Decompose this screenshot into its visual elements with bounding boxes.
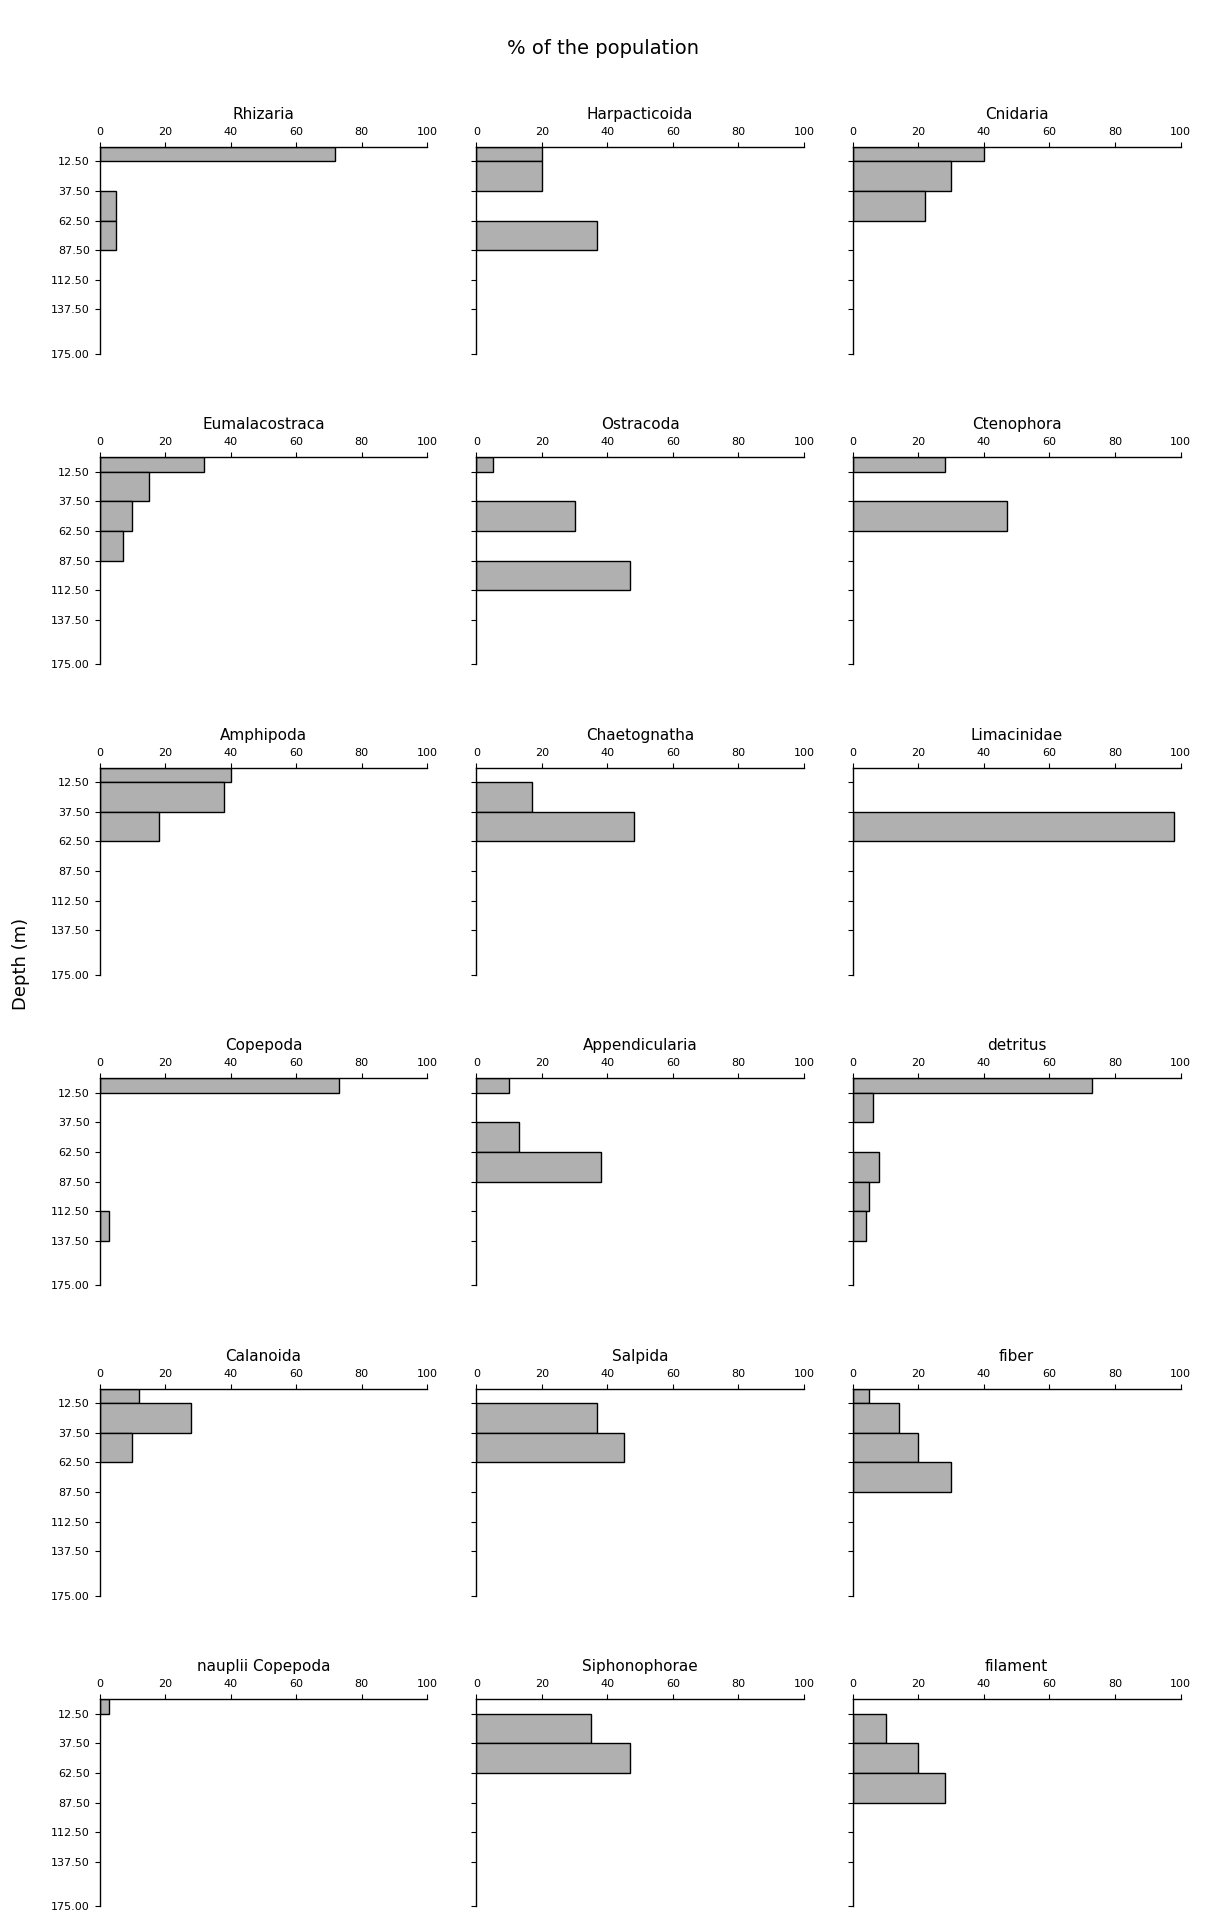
Bar — [853, 1434, 919, 1463]
Bar — [853, 811, 1173, 842]
Title: Harpacticoida: Harpacticoida — [587, 106, 693, 121]
Bar — [476, 1122, 519, 1152]
Bar — [476, 561, 631, 590]
Title: filament: filament — [985, 1659, 1048, 1675]
Title: Salpida: Salpida — [611, 1349, 668, 1364]
Title: Chaetognatha: Chaetognatha — [586, 728, 695, 742]
Bar — [853, 146, 984, 162]
Bar — [853, 1463, 952, 1491]
Bar — [100, 767, 230, 782]
Title: Ostracoda: Ostracoda — [601, 418, 679, 432]
Bar — [853, 1713, 885, 1744]
Title: Calanoida: Calanoida — [226, 1349, 302, 1364]
Bar — [100, 782, 224, 811]
Title: Limacinidae: Limacinidae — [971, 728, 1062, 742]
Bar — [476, 162, 541, 191]
Bar — [853, 1152, 879, 1181]
Bar — [100, 1700, 110, 1713]
Text: % of the population: % of the population — [507, 39, 699, 58]
Bar — [476, 811, 633, 842]
Bar — [100, 1389, 139, 1403]
Bar — [476, 1403, 597, 1434]
Bar — [853, 1181, 870, 1210]
Title: Amphipoda: Amphipoda — [219, 728, 308, 742]
Bar — [100, 811, 159, 842]
Bar — [853, 1744, 919, 1773]
Title: Cnidaria: Cnidaria — [985, 106, 1048, 121]
Title: Appendicularia: Appendicularia — [582, 1039, 697, 1054]
Bar — [100, 191, 116, 220]
Bar — [476, 1434, 624, 1463]
Bar — [100, 220, 116, 251]
Bar — [100, 472, 148, 501]
Bar — [476, 146, 541, 162]
Bar — [853, 1210, 866, 1241]
Bar — [476, 457, 493, 472]
Bar — [100, 457, 205, 472]
Bar — [100, 501, 133, 532]
Bar — [476, 1152, 601, 1181]
Bar — [853, 162, 952, 191]
Bar — [476, 782, 532, 811]
Bar — [100, 1403, 192, 1434]
Bar — [853, 1093, 873, 1122]
Bar — [853, 457, 944, 472]
Bar — [100, 532, 123, 561]
Bar — [476, 1713, 591, 1744]
Bar — [476, 1077, 509, 1093]
Bar — [100, 1210, 110, 1241]
Bar — [100, 146, 335, 162]
Bar — [853, 1077, 1093, 1093]
Bar — [100, 1434, 133, 1463]
Title: fiber: fiber — [999, 1349, 1035, 1364]
Title: Siphonophorae: Siphonophorae — [582, 1659, 698, 1675]
Bar — [476, 501, 574, 532]
Bar — [853, 191, 925, 220]
Bar — [853, 1403, 898, 1434]
Title: nauplii Copepoda: nauplii Copepoda — [197, 1659, 330, 1675]
Bar — [853, 1389, 870, 1403]
Title: detritus: detritus — [987, 1039, 1047, 1054]
Title: Ctenophora: Ctenophora — [972, 418, 1061, 432]
Bar — [853, 1773, 944, 1802]
Title: Eumalacostraca: Eumalacostraca — [203, 418, 324, 432]
Bar — [476, 220, 597, 251]
Bar — [476, 1744, 631, 1773]
Text: Depth (m): Depth (m) — [12, 917, 30, 1010]
Title: Rhizaria: Rhizaria — [233, 106, 294, 121]
Bar — [100, 1077, 339, 1093]
Title: Copepoda: Copepoda — [224, 1039, 303, 1054]
Bar — [853, 501, 1007, 532]
